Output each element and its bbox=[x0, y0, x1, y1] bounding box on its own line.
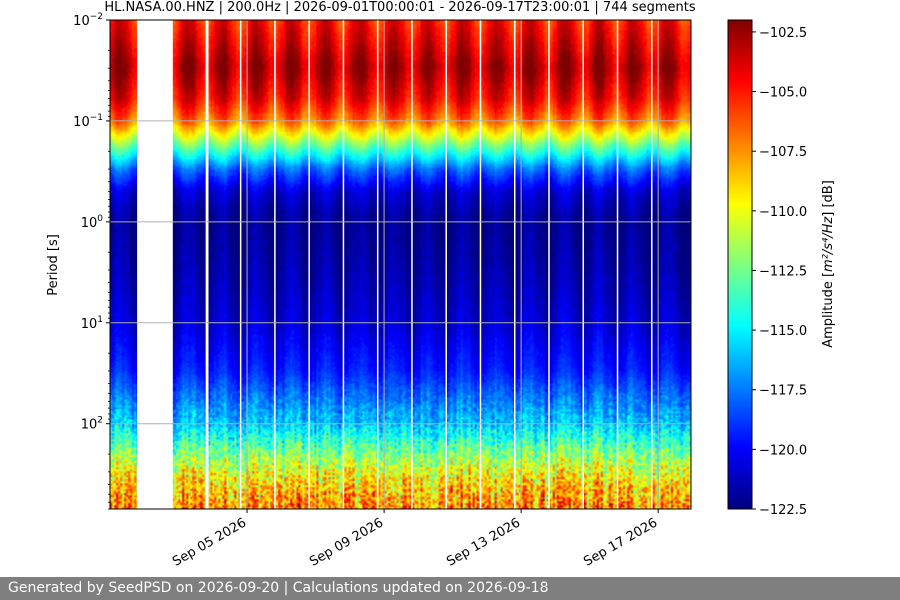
colorbar-ticks: −102.5 −105.0 −107.5 −110.0 −112.5 −115.0 −117… bbox=[752, 26, 807, 518]
y-axis-ticks: 10−2 10−1 100 101 102 bbox=[73, 12, 110, 510]
data-gap bbox=[239, 20, 242, 509]
y-tick-label: 10−2 bbox=[73, 12, 103, 29]
y-tick-label: 100 bbox=[81, 214, 104, 231]
y-tick-label: 101 bbox=[81, 315, 103, 332]
colorbar: −102.5 −105.0 −107.5 −110.0 −112.5 −115.0 −117… bbox=[727, 19, 836, 518]
y-tick-label: 102 bbox=[81, 416, 103, 433]
y-axis-label: Period [s] bbox=[46, 234, 61, 296]
colorbar-tick-label: −107.5 bbox=[759, 145, 807, 160]
colorbar-tick-label: −115.0 bbox=[759, 324, 807, 339]
x-axis-ticks: Sep 05 2026 Sep 09 2026 Sep 13 2026 Sep 17 … bbox=[170, 509, 660, 570]
data-gap bbox=[513, 20, 516, 509]
colorbar-tick-label: −120.0 bbox=[759, 443, 807, 458]
x-tick-label: Sep 17 2026 bbox=[581, 515, 660, 569]
x-tick-label: Sep 13 2026 bbox=[444, 515, 523, 569]
psd-figure: HL.NASA.00.HNZ | 200.0Hz | 2026-09-01T00… bbox=[46, 0, 836, 570]
data-gap bbox=[479, 20, 482, 509]
data-gap bbox=[411, 20, 413, 509]
data-gap bbox=[137, 20, 173, 509]
data-gap bbox=[548, 20, 550, 509]
data-gaps bbox=[137, 20, 653, 509]
colorbar-tick-label: −105.0 bbox=[759, 86, 807, 101]
heatmap-image bbox=[110, 20, 691, 509]
colorbar-tick-label: −122.5 bbox=[759, 503, 807, 518]
colorbar-tick-label: −102.5 bbox=[759, 26, 807, 41]
x-tick-label: Sep 09 2026 bbox=[307, 515, 386, 569]
chart-title: HL.NASA.00.HNZ | 200.0Hz | 2026-09-01T00… bbox=[104, 0, 696, 15]
grid-lines bbox=[110, 20, 691, 509]
heatmap-plot bbox=[109, 19, 692, 510]
plot-frame bbox=[109, 19, 692, 510]
data-gap bbox=[582, 20, 585, 509]
data-gap bbox=[651, 20, 653, 509]
colorbar-tick-label: −117.5 bbox=[759, 384, 807, 399]
data-gap bbox=[205, 20, 209, 509]
footer-bar: Generated by SeedPSD on 2026-09-20 | Cal… bbox=[0, 577, 900, 600]
data-gap bbox=[616, 20, 619, 509]
y-tick-label: 10−1 bbox=[73, 113, 103, 130]
x-tick-label: Sep 05 2026 bbox=[170, 515, 249, 569]
colorbar-tick-label: −110.0 bbox=[759, 205, 807, 220]
data-gap bbox=[274, 20, 276, 509]
data-gap bbox=[376, 20, 379, 509]
data-gap bbox=[342, 20, 345, 509]
colorbar-tick-label: −112.5 bbox=[759, 264, 807, 279]
data-gap bbox=[445, 20, 447, 509]
data-gap bbox=[308, 20, 310, 509]
colorbar-label: Amplitude [m²/s⁴/Hz] [dB] bbox=[821, 180, 836, 348]
colorbar-gradient bbox=[727, 19, 753, 510]
